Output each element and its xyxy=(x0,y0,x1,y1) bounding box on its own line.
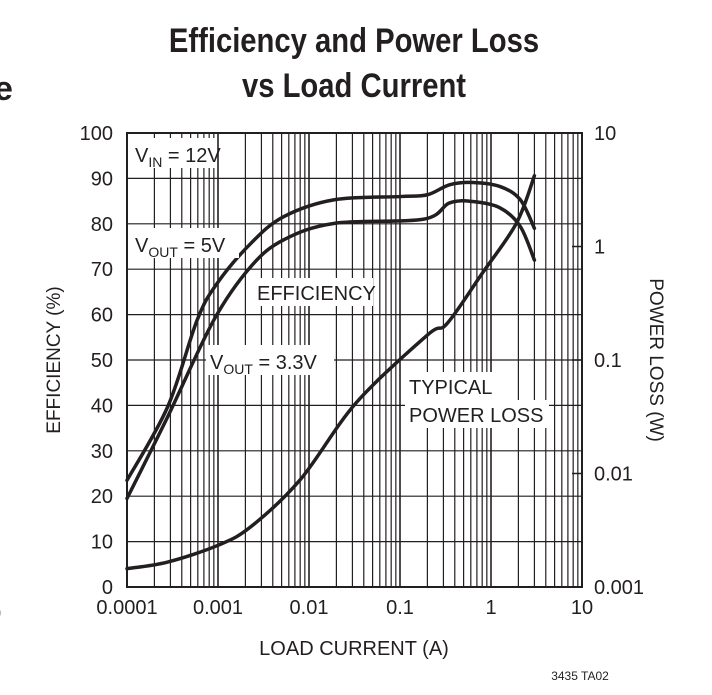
y2-tick-label: 0.1 xyxy=(594,350,622,372)
annotation-vin-bg xyxy=(131,138,215,168)
x-tick-label: 10 xyxy=(571,597,593,619)
series-line-1 xyxy=(125,199,537,501)
x-tick-label: 0.0001 xyxy=(96,597,157,619)
x-tick-label: 0.001 xyxy=(193,597,243,619)
series-line-2 xyxy=(125,174,537,571)
x-tick-label: 1 xyxy=(485,597,496,619)
tick-labels: 0.0001 0.001 0.01 0.1 1 100102030405060708090… xyxy=(80,123,644,619)
y-tick-label: 90 xyxy=(91,168,113,190)
x-tick-label: 0.1 xyxy=(386,597,414,619)
y-tick-label: 40 xyxy=(91,395,113,417)
annotation-efficiency-bg xyxy=(253,278,373,306)
footer-code: 3435 TA02 xyxy=(551,669,609,683)
y-tick-label: 30 xyxy=(91,441,113,463)
chart-subtitle: vs Load Current xyxy=(242,66,466,105)
y2-axis-label: POWER LOSS (W) xyxy=(645,278,666,442)
annotation-typical-bg xyxy=(405,372,497,400)
y-tick-label: 10 xyxy=(91,532,113,554)
annotation-typical: TYPICAL xyxy=(409,377,492,399)
annotations: VIN = 12V VOUT = 5V VOUT = 3.3V EFFICIENCY T… xyxy=(131,138,549,428)
y-tick-label: 70 xyxy=(91,259,113,281)
fragment-left-bottom: 0 xyxy=(0,603,1,625)
annotation-vout-3v3: VOUT = 3.3V xyxy=(210,352,318,377)
annotation-efficiency: EFFICIENCY xyxy=(257,283,376,305)
fragment-left-top: e xyxy=(0,70,13,108)
y-tick-label: 60 xyxy=(91,305,113,327)
series-line-0 xyxy=(125,180,537,483)
annotation-power-loss-bg xyxy=(405,400,549,428)
y2-tick-label: 0.01 xyxy=(594,464,633,486)
y-tick-label: 100 xyxy=(80,123,113,145)
annotation-vin: VIN = 12V xyxy=(135,145,221,170)
y-tick-label: 0 xyxy=(102,577,113,599)
y-tick-label: 50 xyxy=(91,350,113,372)
y2-tick-label: 10 xyxy=(594,123,616,145)
series-lines xyxy=(125,174,537,571)
y2-tick-label: 0.001 xyxy=(594,577,644,599)
y2-tick-label: 1 xyxy=(594,237,605,259)
annotation-vout-3v3-bg xyxy=(206,345,334,375)
annotation-vout-5v-bg xyxy=(131,228,239,258)
annotation-vout-5v: VOUT = 5V xyxy=(135,235,226,260)
x-axis-label: LOAD CURRENT (A) xyxy=(259,638,449,660)
y-tick-label: 80 xyxy=(91,214,113,236)
annotation-power-loss: POWER LOSS xyxy=(409,405,543,427)
y-tick-label: 20 xyxy=(91,486,113,508)
x-tick-label: 0.01 xyxy=(290,597,329,619)
y-axis-label: EFFICIENCY (%) xyxy=(44,286,65,433)
chart-title: Efficiency and Power Loss xyxy=(169,21,539,60)
